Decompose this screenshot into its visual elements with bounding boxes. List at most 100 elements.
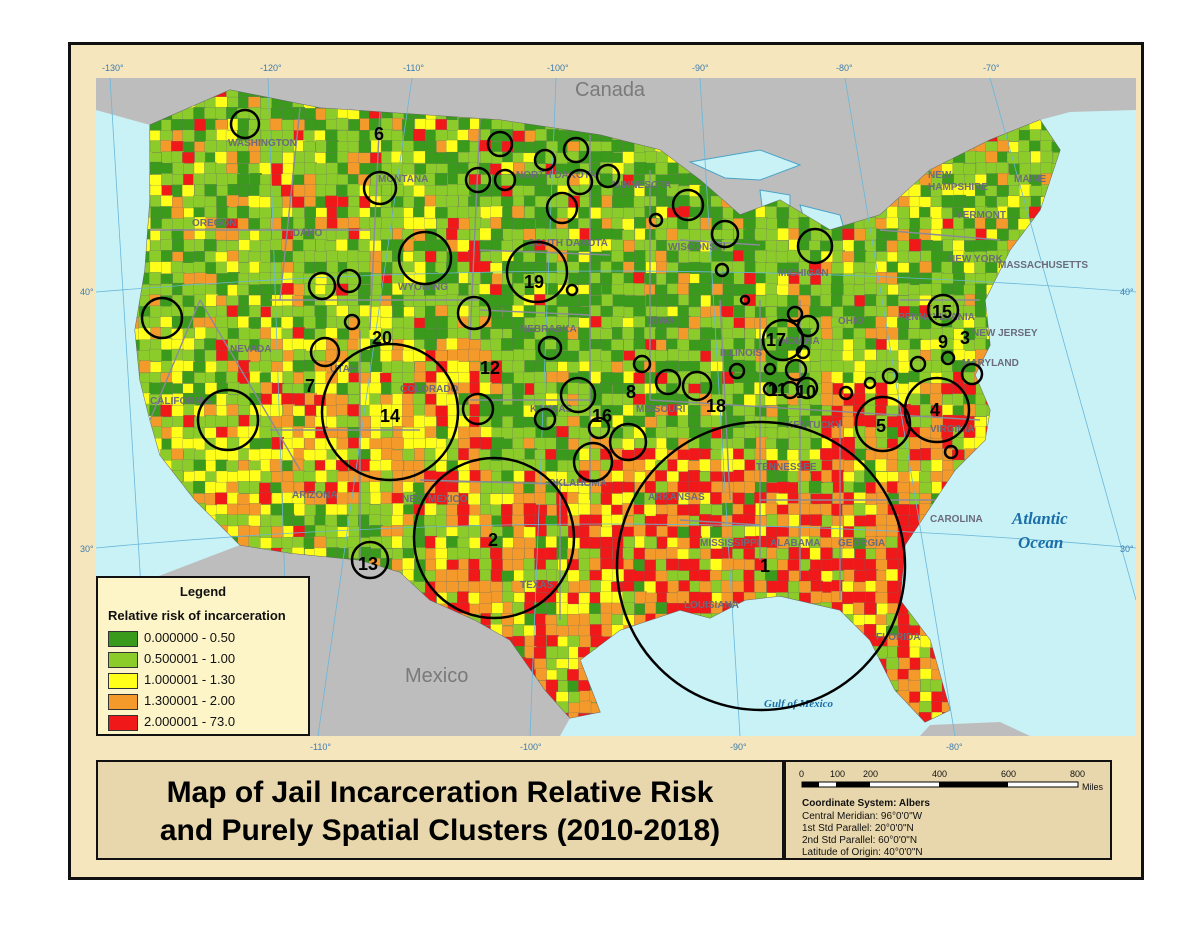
county-cell [259,526,272,539]
county-cell [843,436,857,450]
county-cell [512,623,526,637]
county-cell [864,240,877,253]
county-cell [810,591,823,604]
county-cell [974,304,988,318]
county-cell [171,448,184,461]
county-cell [326,162,339,175]
county-cell [556,667,570,681]
county-cell [193,361,206,374]
county-cell [325,129,338,142]
county-cell [677,537,690,550]
county-cell [908,680,921,693]
county-cell [601,294,614,307]
county-cell [831,503,844,516]
county-cell [567,635,580,648]
county-cell [435,129,448,142]
county-cell [381,283,394,296]
county-cell [412,393,426,406]
county-cell [589,151,603,164]
county-cell [885,272,899,285]
county-cell [413,150,426,164]
county-cell [500,504,514,517]
county-cell [160,283,174,296]
county-cell [886,481,900,494]
county-cell [666,558,679,571]
county-cell [853,371,866,384]
county-cell [589,537,603,550]
county-cell [171,207,184,220]
county-cell [743,394,757,407]
county-cell [304,108,317,121]
county-cell [644,536,657,549]
county-cell [259,360,272,373]
county-cell [655,328,668,341]
county-cell [677,283,690,296]
county-cell [677,504,690,517]
county-cell [325,393,338,407]
county-cell [765,283,778,296]
county-cell [204,173,217,186]
county-cell [578,272,591,285]
county-cell [413,185,426,198]
county-cell [612,195,625,209]
county-cell [700,217,713,230]
county-cell [578,624,591,638]
county-cell [655,570,668,583]
county-cell [743,548,756,561]
county-cell [678,294,691,307]
county-cell [458,382,471,395]
county-cell [502,416,515,429]
county-cell [644,416,657,430]
county-cell [556,449,569,462]
county-cell [546,646,559,659]
county-cell [447,448,460,461]
county-cell [326,173,339,187]
county-cell [446,504,459,517]
county-cell [974,195,988,208]
county-cell [237,514,250,527]
county-cell [303,305,316,318]
county-cell [886,459,899,472]
county-cell [501,317,514,330]
county-cell [832,481,846,494]
county-cell [513,470,526,483]
county-cell [832,459,845,472]
county-cell [249,240,262,253]
county-cell [556,426,569,439]
county-cell [489,284,503,297]
county-cell [831,360,844,373]
county-cell [391,360,404,374]
county-cell [754,250,767,263]
county-cell [897,372,910,386]
county-cell [720,459,734,472]
county-cell [445,195,459,208]
county-cell [864,305,877,319]
county-cell [480,481,493,494]
county-cell [325,184,338,197]
county-cell [194,416,207,429]
county-cell [875,592,888,605]
county-cell [830,294,844,308]
county-cell [259,426,272,440]
county-cell [270,217,283,231]
county-cell [271,526,284,539]
county-cell [577,327,591,340]
county-cell [336,217,350,231]
county-cell [281,119,295,132]
county-cell [754,228,767,241]
county-cell [897,218,911,231]
county-cell [611,272,625,286]
county-cell [546,635,559,648]
county-cell [853,492,866,505]
county-cell [425,393,438,407]
county-cell [292,250,305,264]
county-cell [820,393,834,406]
county-cell [291,437,305,450]
county-cell [259,196,272,209]
county-cell [952,162,965,175]
county-cell [347,141,361,154]
county-cell [633,295,646,309]
county-cell [139,360,152,373]
county-cell [313,536,327,549]
county-cell [930,196,944,209]
